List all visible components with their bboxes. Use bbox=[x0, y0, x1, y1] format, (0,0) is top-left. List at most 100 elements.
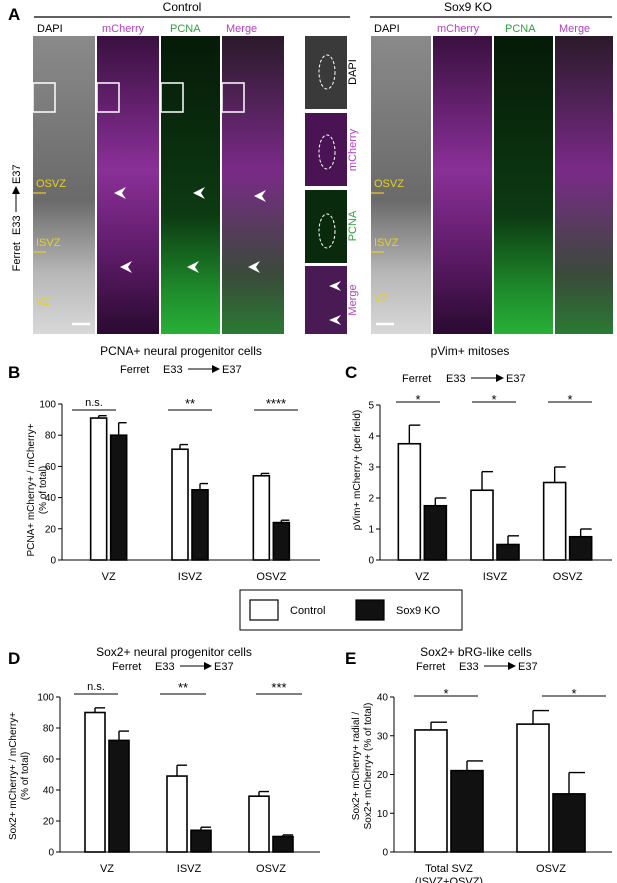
inset-mcherry: mCherry bbox=[305, 113, 359, 186]
y-tick-label: 0 bbox=[382, 848, 388, 859]
control-channel-label-pcna: PCNA bbox=[170, 23, 201, 35]
y-tick-label: 40 bbox=[377, 693, 389, 704]
y-tick-label: 60 bbox=[45, 462, 57, 473]
x-tick-label: VZ bbox=[102, 571, 116, 583]
y-tick-label: 20 bbox=[377, 770, 389, 781]
y-tick-label: 80 bbox=[45, 431, 57, 442]
y-tick-label: 10 bbox=[377, 809, 389, 820]
subtitle-to: E37 bbox=[506, 373, 526, 385]
chart-letter: B bbox=[8, 363, 20, 382]
bar-control bbox=[414, 729, 448, 853]
x-tick-label: ISVZ bbox=[178, 571, 203, 583]
y-tick-label: 100 bbox=[39, 400, 56, 411]
subtitle-prefix: Ferret bbox=[416, 661, 445, 673]
ko-channel-label-dapi: DAPI bbox=[374, 23, 400, 35]
side-label-to: E37 bbox=[11, 164, 23, 184]
bar-ko bbox=[552, 793, 586, 853]
x-tick-label: ISVZ bbox=[483, 571, 508, 583]
legend-swatch-ko bbox=[355, 599, 385, 621]
x-tick-label: Total SVZ bbox=[425, 863, 473, 875]
control-channel-label-dapi: DAPI bbox=[37, 23, 63, 35]
inset-column: DAPI mCherry PCNA Merge bbox=[305, 36, 359, 334]
ylabel-line: Sox2+ mCherry+ / mCherry+ bbox=[8, 712, 19, 840]
ko-channel-label-pcna: PCNA bbox=[505, 23, 536, 35]
chart-letter: C bbox=[345, 363, 357, 382]
y-tick-label: 20 bbox=[45, 524, 57, 535]
arrowhead-marker bbox=[254, 190, 266, 202]
sig-label: * bbox=[415, 392, 420, 407]
bar-control bbox=[252, 474, 271, 561]
side-label-prefix: Ferret bbox=[11, 242, 23, 271]
y-tick-label: 40 bbox=[45, 493, 57, 504]
chart-c: C pVim+ mitoses Ferret E33 E37 pVim+ mCh… bbox=[345, 344, 612, 583]
chart-e: E Sox2+ bRG-like cells Ferret E33 E37 So… bbox=[345, 645, 612, 883]
arrowhead-marker bbox=[114, 187, 126, 199]
ylabel-line: pVim+ mCherry+ (per field) bbox=[352, 410, 363, 530]
y-tick-label: 20 bbox=[43, 817, 55, 828]
zone-label-isvz: ISVZ bbox=[36, 237, 61, 249]
arrowhead-marker bbox=[329, 281, 341, 291]
bar-ko bbox=[109, 434, 128, 561]
x-tick-label: OSVZ bbox=[553, 571, 583, 583]
sig-label: ** bbox=[185, 396, 195, 411]
chart-subtitle: Ferret E33 E37 bbox=[402, 373, 526, 385]
cell-outline bbox=[318, 134, 336, 170]
side-label-from: E33 bbox=[11, 215, 23, 235]
y-tick-label: 0 bbox=[48, 848, 54, 859]
bar-ko bbox=[108, 739, 130, 853]
subtitle-from: E33 bbox=[163, 364, 183, 376]
y-tick-label: 1 bbox=[368, 525, 374, 536]
x-tick-label: OSVZ bbox=[256, 571, 286, 583]
bar-control bbox=[166, 775, 188, 853]
ylabel-line: Sox2+ mCherry+ radial / bbox=[351, 712, 362, 821]
roi-box bbox=[32, 82, 56, 113]
subtitle-prefix: Ferret bbox=[112, 661, 141, 673]
ko-channel-label-merge: Merge bbox=[559, 23, 590, 35]
ko-mcherry-panel: mCherry bbox=[433, 23, 492, 334]
arrowhead-marker bbox=[248, 261, 260, 273]
sig-label: * bbox=[491, 392, 496, 407]
arrowhead-marker bbox=[187, 261, 199, 273]
inset-pcna: PCNA bbox=[305, 190, 359, 263]
subtitle-from: E33 bbox=[155, 661, 175, 673]
inset-label-dapi: DAPI bbox=[347, 59, 359, 85]
subtitle-from: E33 bbox=[459, 661, 479, 673]
bar-ko bbox=[190, 829, 212, 853]
bar-ko bbox=[450, 769, 484, 853]
sig-label: * bbox=[567, 392, 572, 407]
y-tick-label: 30 bbox=[377, 731, 389, 742]
sig-label: **** bbox=[266, 396, 286, 411]
arrowhead-marker bbox=[193, 187, 205, 199]
y-tick-label: 40 bbox=[43, 786, 55, 797]
y-tick-label: 3 bbox=[368, 463, 374, 474]
chart-title: pVim+ mitoses bbox=[431, 344, 510, 358]
bar-ko bbox=[568, 535, 593, 561]
control-title: Control bbox=[163, 0, 202, 14]
subtitle-prefix: Ferret bbox=[120, 364, 149, 376]
bar-ko bbox=[272, 521, 291, 561]
legend: Control Sox9 KO bbox=[239, 589, 463, 631]
chart-subtitle: Ferret E33 E37 bbox=[120, 364, 242, 376]
chart-d: D Sox2+ neural progenitor cells Ferret E… bbox=[8, 645, 320, 875]
ylabel-line: Sox2+ mCherry+ (% of total) bbox=[363, 703, 374, 830]
sig-label: *** bbox=[271, 680, 286, 695]
side-age-label: Ferret E33 E37 bbox=[11, 164, 23, 271]
x-tick-label: OSVZ bbox=[256, 863, 286, 875]
zone-label-osvz: OSVZ bbox=[36, 178, 66, 190]
ylabel-line: PCNA+ mCherry+ / mCherry+ bbox=[26, 423, 37, 556]
zone-label-vz: VZ bbox=[36, 296, 50, 308]
inset-label-mcherry: mCherry bbox=[347, 128, 359, 171]
panel-a: A Control Sox9 KO Ferret E33 E37 DAPI mC… bbox=[8, 0, 613, 334]
bar-ko bbox=[191, 488, 209, 561]
control-dapi-panel: DAPI bbox=[32, 23, 95, 334]
panel-a-letter: A bbox=[8, 5, 20, 24]
legend-swatch-control bbox=[249, 599, 279, 621]
bar-control bbox=[89, 417, 108, 561]
significance: n.s. ** **** bbox=[72, 396, 298, 411]
subtitle-to: E37 bbox=[222, 364, 242, 376]
sig-label: ** bbox=[178, 680, 188, 695]
y-tick-label: 0 bbox=[368, 556, 374, 567]
roi-box bbox=[221, 82, 245, 113]
x-tick-label: ISVZ bbox=[177, 863, 202, 875]
bar-control bbox=[248, 795, 270, 853]
